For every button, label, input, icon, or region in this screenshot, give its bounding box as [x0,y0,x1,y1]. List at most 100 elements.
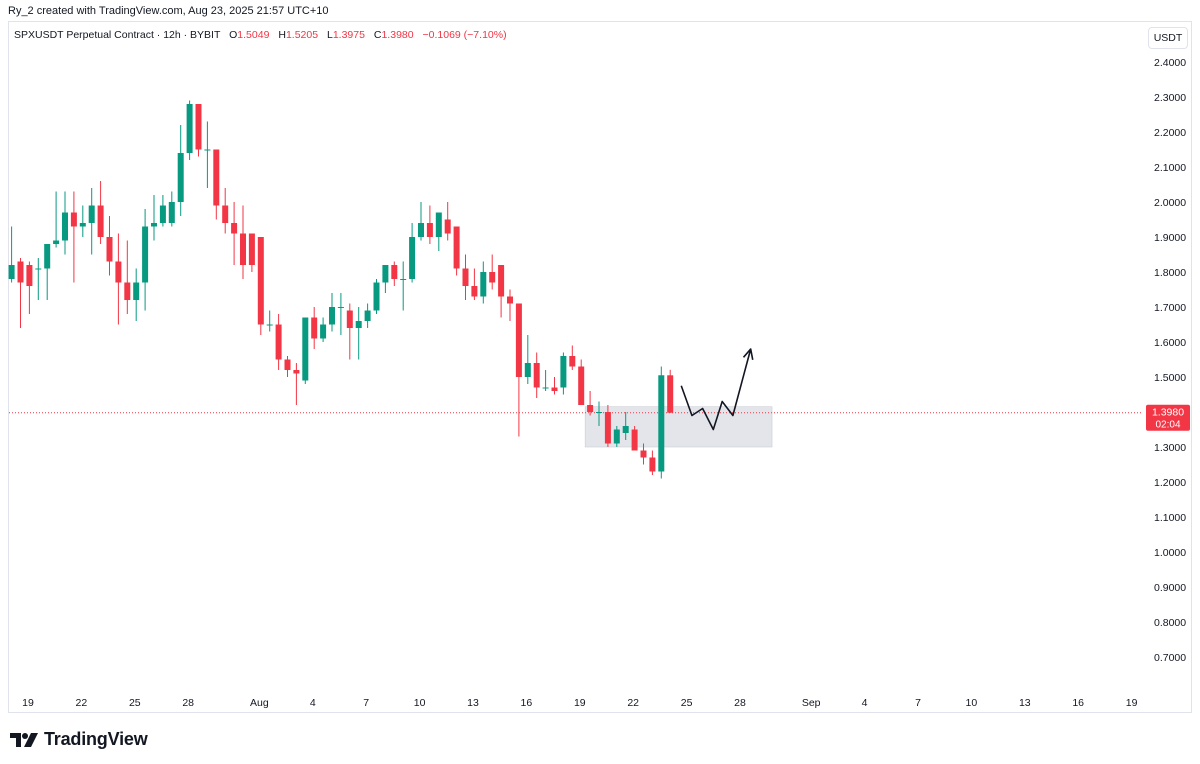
x-tick-label: Sep [802,697,821,709]
candle-body[interactable] [578,366,585,406]
candle-body[interactable] [177,153,184,202]
symbol-name[interactable]: SPXUSDT Perpetual Contract · 12h · BYBIT [14,29,221,41]
candle-body[interactable] [35,268,42,270]
candle-body[interactable] [70,212,77,227]
candle-body[interactable] [658,375,665,472]
candle-body[interactable] [124,282,131,301]
candle-body[interactable] [640,450,647,458]
y-tick-label: 2.1000 [1154,162,1186,174]
candle-body[interactable] [320,324,327,339]
candle-body[interactable] [159,205,166,224]
x-tick-label: 10 [966,697,978,709]
candle-body[interactable] [97,205,104,238]
candle-body[interactable] [462,268,469,287]
projection-arrowhead [742,348,754,360]
x-tick-label: 25 [129,697,141,709]
candle-body[interactable] [400,279,407,280]
candle-body[interactable] [355,321,362,328]
candle-body[interactable] [551,387,558,392]
candle-body[interactable] [391,265,398,279]
candle-body[interactable] [587,405,594,412]
y-tick-label: 1.0000 [1154,547,1186,559]
y-tick-label: 2.3000 [1154,92,1186,104]
tradingview-logo[interactable]: TradingView [10,729,148,750]
candle-body[interactable] [266,324,273,326]
candle-body[interactable] [560,356,567,388]
candle-body[interactable] [213,149,220,206]
candle-body[interactable] [622,426,629,433]
candle-body[interactable] [240,233,246,266]
candle-body[interactable] [515,303,522,378]
x-tick-label: 4 [862,697,868,709]
candle-body[interactable] [471,286,478,297]
x-tick-label: 28 [182,697,194,709]
candle-body[interactable] [275,324,282,360]
candle-body[interactable] [53,240,60,245]
candle-body[interactable] [480,272,487,297]
y-tick-label: 1.9000 [1154,232,1186,244]
candle-body[interactable] [115,261,122,283]
candle-body[interactable] [151,223,157,227]
candle-body[interactable] [186,104,193,153]
candle-body[interactable] [88,205,95,224]
candle-body[interactable] [498,265,505,297]
y-tick-label: 0.9000 [1154,582,1186,594]
candle-body[interactable] [44,244,51,269]
candle-body[interactable] [133,282,140,301]
candle-body[interactable] [284,359,291,371]
candle-body[interactable] [435,212,442,238]
low-value: 1.3975 [332,29,365,41]
candle-body[interactable] [409,237,416,279]
candle-body[interactable] [507,296,513,304]
y-tick-label: 1.6000 [1154,337,1186,349]
candle-body[interactable] [613,429,620,444]
projection-path[interactable] [680,348,752,431]
x-tick-label: 19 [1126,697,1138,709]
candle-body[interactable] [8,265,15,279]
candle-body[interactable] [257,237,264,325]
open-label: O [229,29,238,41]
candle-body[interactable] [346,310,353,329]
candle-body[interactable] [542,387,549,389]
candle-body[interactable] [311,317,318,339]
chart-frame [8,21,1192,713]
candle-body[interactable] [302,317,309,381]
candle-body[interactable] [667,375,674,413]
candle-body[interactable] [293,370,300,374]
candle-body[interactable] [364,310,371,322]
candle-body[interactable] [79,223,86,227]
candle-body[interactable] [106,237,113,262]
candle-body[interactable] [26,265,33,286]
candle-body[interactable] [248,233,255,266]
candle-body[interactable] [17,261,24,283]
candle-body[interactable] [426,223,433,237]
candle-body[interactable] [168,202,175,223]
currency-button[interactable]: USDT [1148,27,1188,49]
candle-body[interactable] [329,307,335,325]
candle-body[interactable] [62,212,68,241]
candle-body[interactable] [524,363,531,377]
x-tick-label: 7 [363,697,369,709]
candle-body[interactable] [231,223,238,234]
candle-body[interactable] [649,457,656,472]
candle-body[interactable] [453,226,460,269]
candle-body[interactable] [631,429,638,451]
x-tick-label: 22 [76,697,88,709]
candle-body[interactable] [195,104,202,150]
candle-body[interactable] [418,223,424,237]
candle-body[interactable] [337,307,344,308]
candle-body[interactable] [204,149,211,151]
candle-body[interactable] [142,226,149,283]
candle-body[interactable] [222,205,229,224]
candle-body[interactable] [489,272,496,283]
candle-body[interactable] [444,219,451,234]
candle-body[interactable] [373,282,380,311]
candle-body[interactable] [569,356,576,367]
high-label: H [278,29,286,41]
x-tick-label: 13 [1019,697,1031,709]
candle-body[interactable] [533,363,540,388]
candle-body[interactable] [382,265,389,283]
candle-body[interactable] [604,412,611,444]
candle-body[interactable] [596,412,602,413]
